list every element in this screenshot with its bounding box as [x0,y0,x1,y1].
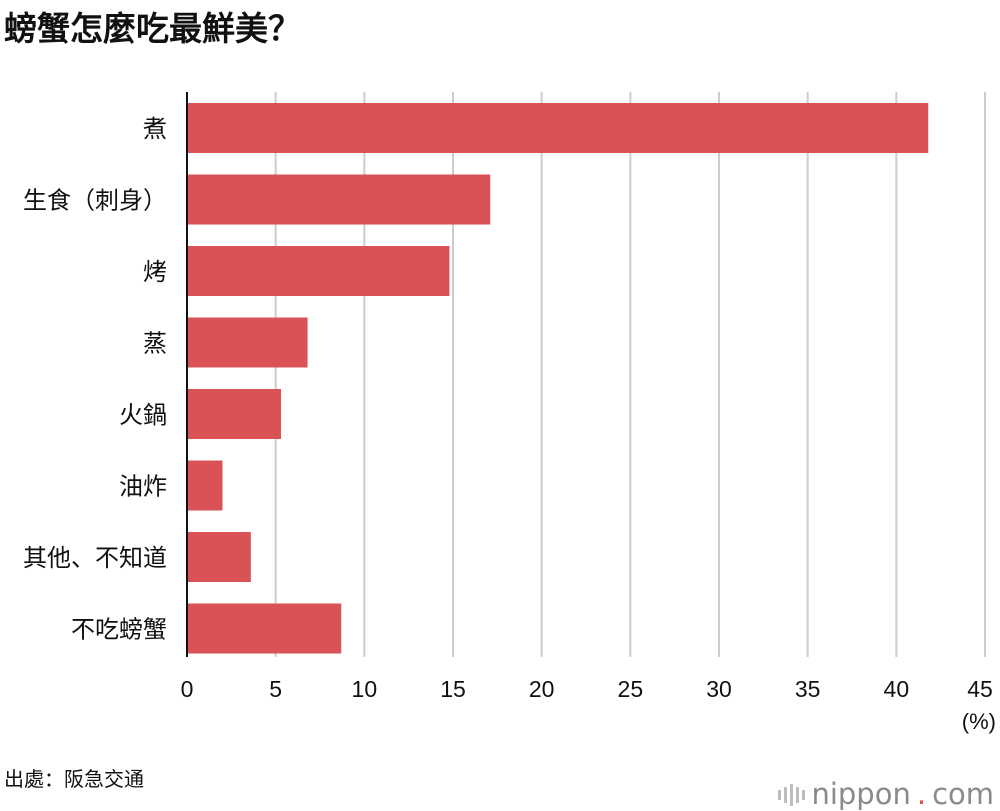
x-tick-label-25: 25 [618,676,644,702]
x-tick-label-30: 30 [706,676,732,702]
category-label-6: 油炸 [119,473,167,501]
x-tick-labels: 0 5 10 15 20 25 30 35 40 45 [181,676,993,702]
x-tick-label-0: 0 [181,676,194,702]
x-tick-label-15: 15 [440,676,466,702]
x-tick-label-20: 20 [529,676,555,702]
source-note: 出處：阪急交通 [4,767,144,791]
category-label-4: 蒸 [143,330,167,358]
category-label-7: 其他、不知道 [23,544,167,572]
nippon-logo[interactable]: nippon. com [778,780,994,809]
logo-suffix: com [932,777,994,811]
bar-1 [187,103,929,153]
category-label-2: 生食（刺身） [23,187,167,215]
logo-bars-icon [778,783,806,806]
bars [187,103,929,654]
bar-2 [187,174,491,225]
logo-name: nippon [811,777,911,811]
x-unit-label: (%) [962,709,996,734]
logo-dot: . [916,777,927,811]
category-label-3: 烤 [143,258,167,286]
x-tick-label-5: 5 [269,676,282,702]
category-label-5: 火鍋 [119,401,167,429]
bar-4 [187,317,308,368]
bar-5 [187,389,281,439]
bar-3 [187,246,450,296]
bar-6 [187,460,223,511]
chart-title: 螃蟹怎麼吃最鮮美？ [4,9,301,48]
bar-7 [187,532,251,582]
category-label-8: 不吃螃蟹 [71,616,167,644]
bar-8 [187,603,342,654]
x-tick-label-35: 35 [795,676,821,702]
category-label-1: 煮 [143,115,167,143]
x-tick-label-40: 40 [884,676,910,702]
x-tick-label-45: 45 [967,676,993,702]
x-tick-label-10: 10 [352,676,378,702]
